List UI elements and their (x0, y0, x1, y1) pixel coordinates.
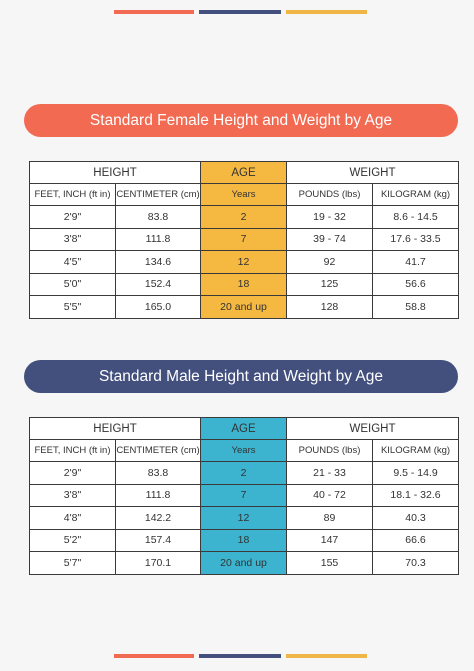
age-cell: 12 (200, 250, 288, 274)
male-cm-header: CENTIMETER (cm) (114, 439, 202, 462)
weight-kg-cell: 56.6 (372, 272, 460, 296)
weight-lbs-cell: 21 - 33 (286, 461, 374, 485)
age-cell: 7 (200, 483, 288, 507)
height-cm-cell: 165.0 (114, 295, 202, 319)
weight-lbs-cell: 147 (286, 528, 374, 552)
table-row: 2'9" 83.8 2 19 - 32 8.6 - 14.5 (29, 205, 460, 229)
male-feet-header: FEET, INCH (ft in) (29, 439, 116, 462)
height-ft-cell: 5'5" (29, 295, 116, 319)
weight-lbs-cell: 92 (286, 250, 374, 274)
male-table: HEIGHT AGE WEIGHT FEET, INCH (ft in) CEN… (28, 417, 460, 575)
table-row: 5'2" 157.4 18 147 66.6 (29, 528, 460, 552)
top-stripe-navy (199, 10, 281, 14)
female-height-header: HEIGHT (28, 161, 202, 184)
height-cm-cell: 134.6 (114, 250, 202, 274)
age-cell: 7 (200, 227, 288, 251)
weight-kg-cell: 70.3 (372, 551, 460, 575)
height-cm-cell: 157.4 (114, 528, 202, 552)
weight-kg-cell: 9.5 - 14.9 (372, 461, 460, 485)
female-title-banner: Standard Female Height and Weight by Age (24, 104, 458, 137)
table-row: 4'5" 134.6 12 92 41.7 (29, 250, 460, 274)
female-age-header: AGE (200, 161, 288, 184)
top-stripe-coral (114, 10, 194, 14)
weight-lbs-cell: 19 - 32 (286, 205, 374, 229)
bottom-stripe-gold (286, 654, 367, 658)
height-ft-cell: 3'8" (29, 483, 116, 507)
height-cm-cell: 142.2 (114, 506, 202, 530)
bottom-stripe-coral (114, 654, 194, 658)
height-ft-cell: 5'0" (29, 272, 116, 296)
female-pounds-header: POUNDS (lbs) (286, 183, 374, 206)
weight-kg-cell: 41.7 (372, 250, 460, 274)
age-cell: 20 and up (200, 551, 288, 575)
age-cell: 20 and up (200, 295, 288, 319)
weight-lbs-cell: 39 - 74 (286, 227, 374, 251)
top-stripe-gold (286, 10, 367, 14)
height-cm-cell: 83.8 (114, 461, 202, 485)
weight-kg-cell: 18.1 - 32.6 (372, 483, 460, 507)
female-title: Standard Female Height and Weight by Age (89, 111, 393, 129)
male-header-row: HEIGHT AGE WEIGHT (28, 417, 460, 440)
height-ft-cell: 4'8" (29, 506, 116, 530)
table-row: 4'8" 142.2 12 89 40.3 (29, 506, 460, 530)
table-row: 3'8" 111.8 7 40 - 72 18.1 - 32.6 (29, 483, 460, 507)
male-subheader-row: FEET, INCH (ft in) CENTIMETER (cm) Years… (29, 439, 460, 462)
age-cell: 2 (200, 205, 288, 229)
bottom-stripe-navy (199, 654, 281, 658)
weight-lbs-cell: 155 (286, 551, 374, 575)
weight-kg-cell: 66.6 (372, 528, 460, 552)
table-row: 5'0" 152.4 18 125 56.6 (29, 272, 460, 296)
weight-kg-cell: 8.6 - 14.5 (372, 205, 460, 229)
female-table: HEIGHT AGE WEIGHT FEET, INCH (ft in) CEN… (28, 161, 460, 319)
height-cm-cell: 170.1 (114, 551, 202, 575)
height-ft-cell: 2'9" (29, 205, 116, 229)
weight-kg-cell: 17.6 - 33.5 (372, 227, 460, 251)
age-cell: 18 (200, 528, 288, 552)
female-years-header: Years (200, 183, 288, 206)
male-height-header: HEIGHT (28, 417, 202, 440)
height-cm-cell: 83.8 (114, 205, 202, 229)
female-header-row: HEIGHT AGE WEIGHT (28, 161, 460, 184)
height-cm-cell: 111.8 (114, 483, 202, 507)
height-ft-cell: 5'2" (29, 528, 116, 552)
table-row: 5'7" 170.1 20 and up 155 70.3 (29, 551, 460, 575)
male-weight-header: WEIGHT (286, 417, 460, 440)
male-title: Standard Male Height and Weight by Age (98, 367, 384, 385)
male-pounds-header: POUNDS (lbs) (286, 439, 374, 462)
height-ft-cell: 5'7" (29, 551, 116, 575)
height-ft-cell: 4'5" (29, 250, 116, 274)
table-row: 5'5" 165.0 20 and up 128 58.8 (29, 295, 460, 319)
weight-kg-cell: 58.8 (372, 295, 460, 319)
age-cell: 2 (200, 461, 288, 485)
weight-lbs-cell: 40 - 72 (286, 483, 374, 507)
height-ft-cell: 3'8" (29, 227, 116, 251)
age-cell: 18 (200, 272, 288, 296)
female-weight-header: WEIGHT (286, 161, 460, 184)
male-title-banner: Standard Male Height and Weight by Age (24, 360, 458, 393)
female-kg-header: KILOGRAM (kg) (372, 183, 460, 206)
weight-kg-cell: 40.3 (372, 506, 460, 530)
female-subheader-row: FEET, INCH (ft in) CENTIMETER (cm) Years… (29, 183, 460, 206)
female-feet-header: FEET, INCH (ft in) (29, 183, 116, 206)
table-row: 2'9" 83.8 2 21 - 33 9.5 - 14.9 (29, 461, 460, 485)
height-cm-cell: 111.8 (114, 227, 202, 251)
table-row: 3'8" 111.8 7 39 - 74 17.6 - 33.5 (29, 227, 460, 251)
male-years-header: Years (200, 439, 288, 462)
weight-lbs-cell: 128 (286, 295, 374, 319)
male-kg-header: KILOGRAM (kg) (372, 439, 460, 462)
female-cm-header: CENTIMETER (cm) (114, 183, 202, 206)
male-age-header: AGE (200, 417, 288, 440)
age-cell: 12 (200, 506, 288, 530)
weight-lbs-cell: 125 (286, 272, 374, 296)
weight-lbs-cell: 89 (286, 506, 374, 530)
height-ft-cell: 2'9" (29, 461, 116, 485)
height-cm-cell: 152.4 (114, 272, 202, 296)
